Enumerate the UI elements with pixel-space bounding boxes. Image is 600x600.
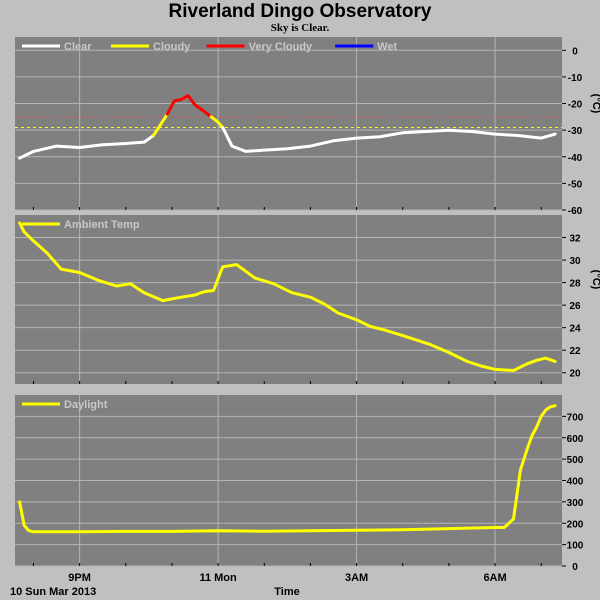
series-line xyxy=(18,404,557,534)
x-axis-label: Time xyxy=(274,586,299,598)
chart-panel-3: 0 100 200 300 400 500 600 700 Daylight 9PM 11 Mon 3… xyxy=(10,395,584,598)
y-tick-label: 100 xyxy=(567,541,584,552)
page-title: Riverland Dingo Observatory xyxy=(168,1,432,22)
x-tick-label: 3AM xyxy=(345,572,368,584)
y-tick-label: -60 xyxy=(568,206,583,217)
y-tick-label: 28 xyxy=(569,279,581,290)
date-label: 10 Sun Mar 2013 xyxy=(10,586,96,598)
chart-panel-2: 20 22 24 26 28 30 32 (°C) Ambient Temp xyxy=(15,215,600,384)
series-line xyxy=(209,115,225,129)
y-tick-label: 26 xyxy=(569,301,581,312)
plot-area xyxy=(15,215,562,384)
legend-label: Ambient Temp xyxy=(64,219,140,231)
y-tick-label: -10 xyxy=(568,73,583,84)
legend-label: Cloudy xyxy=(153,41,191,53)
y-tick-label: 700 xyxy=(567,412,584,423)
y-tick-label: -40 xyxy=(568,153,583,164)
y-tick-label: -50 xyxy=(568,179,583,190)
x-tick-label: 6AM xyxy=(483,572,506,584)
y-axis-label: (°C) xyxy=(590,94,600,114)
series-line xyxy=(165,94,213,119)
legend-label: Daylight xyxy=(64,399,108,411)
y-tick-label: 32 xyxy=(569,234,581,245)
legend-label: Wet xyxy=(377,41,397,53)
y-axis-label: (°C) xyxy=(590,270,600,290)
y-tick-label: 300 xyxy=(567,498,584,509)
chart-panel-1: 0 -10 -20 -30 -40 -50 -60 (°C) Clear Cloudy Very C… xyxy=(15,37,600,217)
legend-label: Very Cloudy xyxy=(249,41,313,53)
series-line xyxy=(152,112,169,137)
series-line xyxy=(221,126,557,153)
y-tick-label: 20 xyxy=(569,369,581,380)
y-tick-label: -20 xyxy=(568,100,583,111)
y-tick-label: 30 xyxy=(569,256,581,267)
y-tick-label: 24 xyxy=(569,324,581,335)
y-tick-label: 0 xyxy=(572,46,578,57)
y-tick-label: 22 xyxy=(569,346,581,357)
y-tick-label: 500 xyxy=(567,455,584,466)
legend-label: Clear xyxy=(64,41,92,53)
sky-status: Sky is Clear. xyxy=(270,22,330,34)
x-tick-label: 9PM xyxy=(68,572,91,584)
y-tick-label: 200 xyxy=(567,519,584,530)
y-tick-label: 0 xyxy=(572,562,578,573)
x-tick-label: 11 Mon xyxy=(199,572,237,584)
series-line xyxy=(18,134,155,160)
y-tick-label: 400 xyxy=(567,477,584,488)
y-tick-label: 600 xyxy=(567,434,584,445)
series-line xyxy=(18,221,557,372)
plot-area xyxy=(15,37,562,210)
y-tick-label: -30 xyxy=(568,126,583,137)
